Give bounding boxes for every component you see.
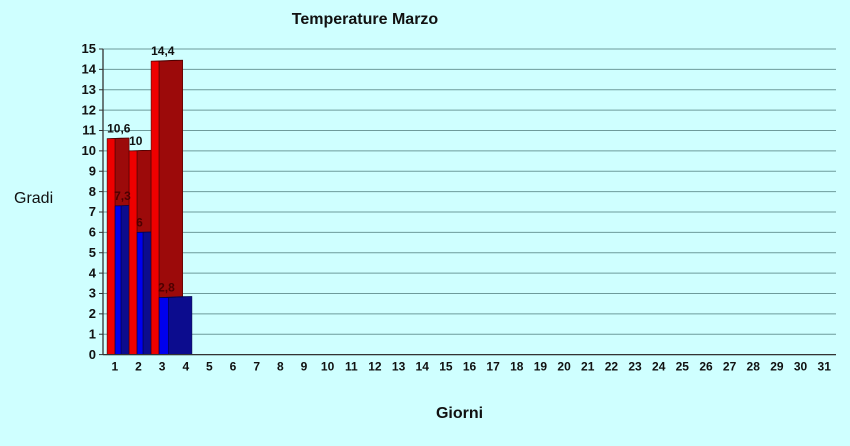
- svg-text:2: 2: [135, 360, 142, 374]
- svg-text:15: 15: [82, 41, 96, 56]
- svg-text:3: 3: [89, 286, 96, 301]
- svg-text:6: 6: [89, 225, 96, 240]
- svg-text:29: 29: [770, 360, 784, 374]
- svg-text:12: 12: [82, 102, 96, 117]
- svg-text:7: 7: [253, 360, 260, 374]
- svg-text:14: 14: [416, 360, 430, 374]
- svg-text:1: 1: [89, 326, 96, 341]
- svg-text:8: 8: [277, 360, 284, 374]
- svg-text:6: 6: [136, 215, 143, 229]
- svg-text:21: 21: [581, 360, 595, 374]
- svg-text:4: 4: [182, 360, 189, 374]
- svg-text:5: 5: [89, 245, 96, 260]
- svg-text:20: 20: [557, 360, 571, 374]
- svg-text:10: 10: [321, 360, 335, 374]
- svg-text:14: 14: [82, 62, 97, 77]
- svg-text:13: 13: [392, 360, 406, 374]
- svg-text:25: 25: [676, 360, 690, 374]
- svg-text:23: 23: [628, 360, 642, 374]
- svg-text:9: 9: [301, 360, 308, 374]
- svg-text:17: 17: [486, 360, 500, 374]
- svg-text:28: 28: [747, 360, 761, 374]
- svg-text:7: 7: [89, 204, 96, 219]
- svg-text:11: 11: [345, 360, 358, 374]
- svg-text:11: 11: [82, 123, 96, 138]
- svg-text:13: 13: [82, 82, 96, 97]
- svg-text:12: 12: [368, 360, 382, 374]
- svg-text:15: 15: [439, 360, 453, 374]
- svg-text:26: 26: [699, 360, 713, 374]
- svg-text:5: 5: [206, 360, 213, 374]
- svg-text:10,6: 10,6: [107, 122, 131, 136]
- svg-text:27: 27: [723, 360, 737, 374]
- svg-text:14,4: 14,4: [151, 44, 175, 58]
- svg-text:10: 10: [129, 134, 143, 148]
- svg-text:16: 16: [463, 360, 477, 374]
- svg-text:4: 4: [89, 265, 97, 280]
- svg-text:2: 2: [89, 306, 96, 321]
- svg-text:7,3: 7,3: [114, 189, 131, 203]
- svg-text:1: 1: [111, 360, 118, 374]
- svg-text:3: 3: [159, 360, 166, 374]
- svg-text:2,8: 2,8: [158, 281, 175, 295]
- svg-text:0: 0: [89, 347, 96, 362]
- svg-text:19: 19: [534, 360, 548, 374]
- svg-text:31: 31: [818, 360, 832, 374]
- svg-text:18: 18: [510, 360, 524, 374]
- svg-text:9: 9: [89, 163, 96, 178]
- svg-text:10: 10: [82, 143, 96, 158]
- svg-text:6: 6: [230, 360, 237, 374]
- svg-text:8: 8: [89, 184, 96, 199]
- svg-text:30: 30: [794, 360, 808, 374]
- svg-text:22: 22: [605, 360, 619, 374]
- svg-text:24: 24: [652, 360, 666, 374]
